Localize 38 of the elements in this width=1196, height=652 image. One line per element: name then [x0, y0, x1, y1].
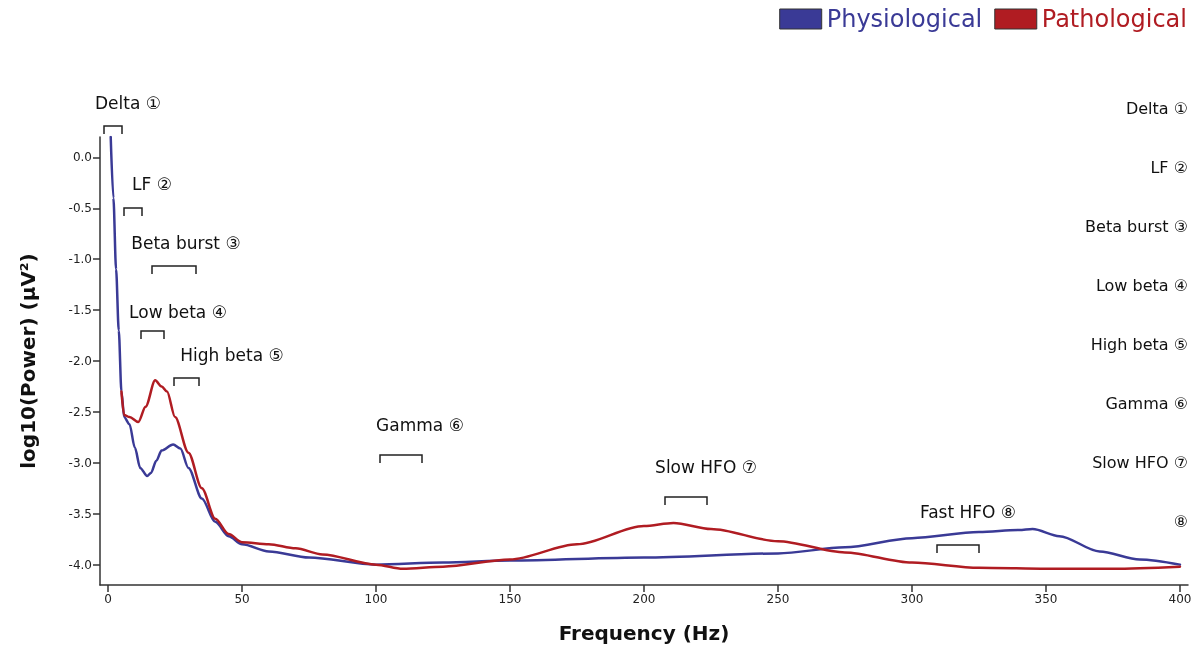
x-tick-label: 50 [234, 592, 250, 606]
y-tick-label: 0.0 [72, 150, 92, 165]
x-tick-label: 400 [1168, 592, 1192, 606]
annotation: LF ② [1150, 157, 1188, 177]
annotation: Slow HFO ⑦ [655, 457, 757, 477]
text: Delta ① [1125, 98, 1188, 118]
x-tick-label: 150 [498, 592, 522, 606]
y-tick-label: -3.0 [68, 455, 92, 470]
annotation: Gamma ⑥ [376, 415, 464, 435]
x-tick-label: 300 [900, 592, 924, 606]
legend-label: Pathological [1041, 5, 1187, 33]
text: Delta ① [95, 93, 161, 113]
annotation: Fast HFO ⑧ [919, 502, 1017, 522]
y-tick-label: -1.5 [68, 303, 92, 318]
y-tick-label: -2.5 [68, 404, 92, 419]
annotation: Beta burst ③ [1085, 216, 1188, 236]
x-tick-label: 350 [1034, 592, 1058, 606]
x-axis-title: Frequency (Hz) [558, 621, 730, 645]
x-tick-label: 100 [364, 592, 388, 606]
annotation: Low beta ④ [1095, 275, 1188, 295]
y-tick-label: -4.0 [68, 557, 92, 572]
annotation: High beta ⑤ [180, 345, 284, 365]
annotation: ⑧ [1173, 511, 1188, 531]
y-tick-label: -3.5 [68, 506, 92, 521]
y-tick-label: -0.5 [68, 201, 92, 216]
annotation: Gamma ⑥ [1105, 393, 1188, 413]
y-axis-title: log10(Power) (µV²) [16, 253, 40, 469]
annotation: LF ② [132, 174, 172, 194]
x-tick-label: 200 [632, 592, 656, 606]
x-tick-label: 0 [104, 592, 112, 606]
y-tick-label: -2.0 [68, 354, 92, 368]
annotation: Slow HFO ⑦ [1092, 452, 1188, 472]
y-tick-label: -1.0 [68, 252, 92, 267]
annotation: High beta ⑤ [1090, 334, 1188, 354]
annotation: Low beta ④ [129, 302, 227, 322]
x-tick-label: 250 [766, 592, 790, 606]
legend-label: Physiological [826, 5, 983, 33]
annotation: Beta burst ③ [131, 233, 241, 253]
